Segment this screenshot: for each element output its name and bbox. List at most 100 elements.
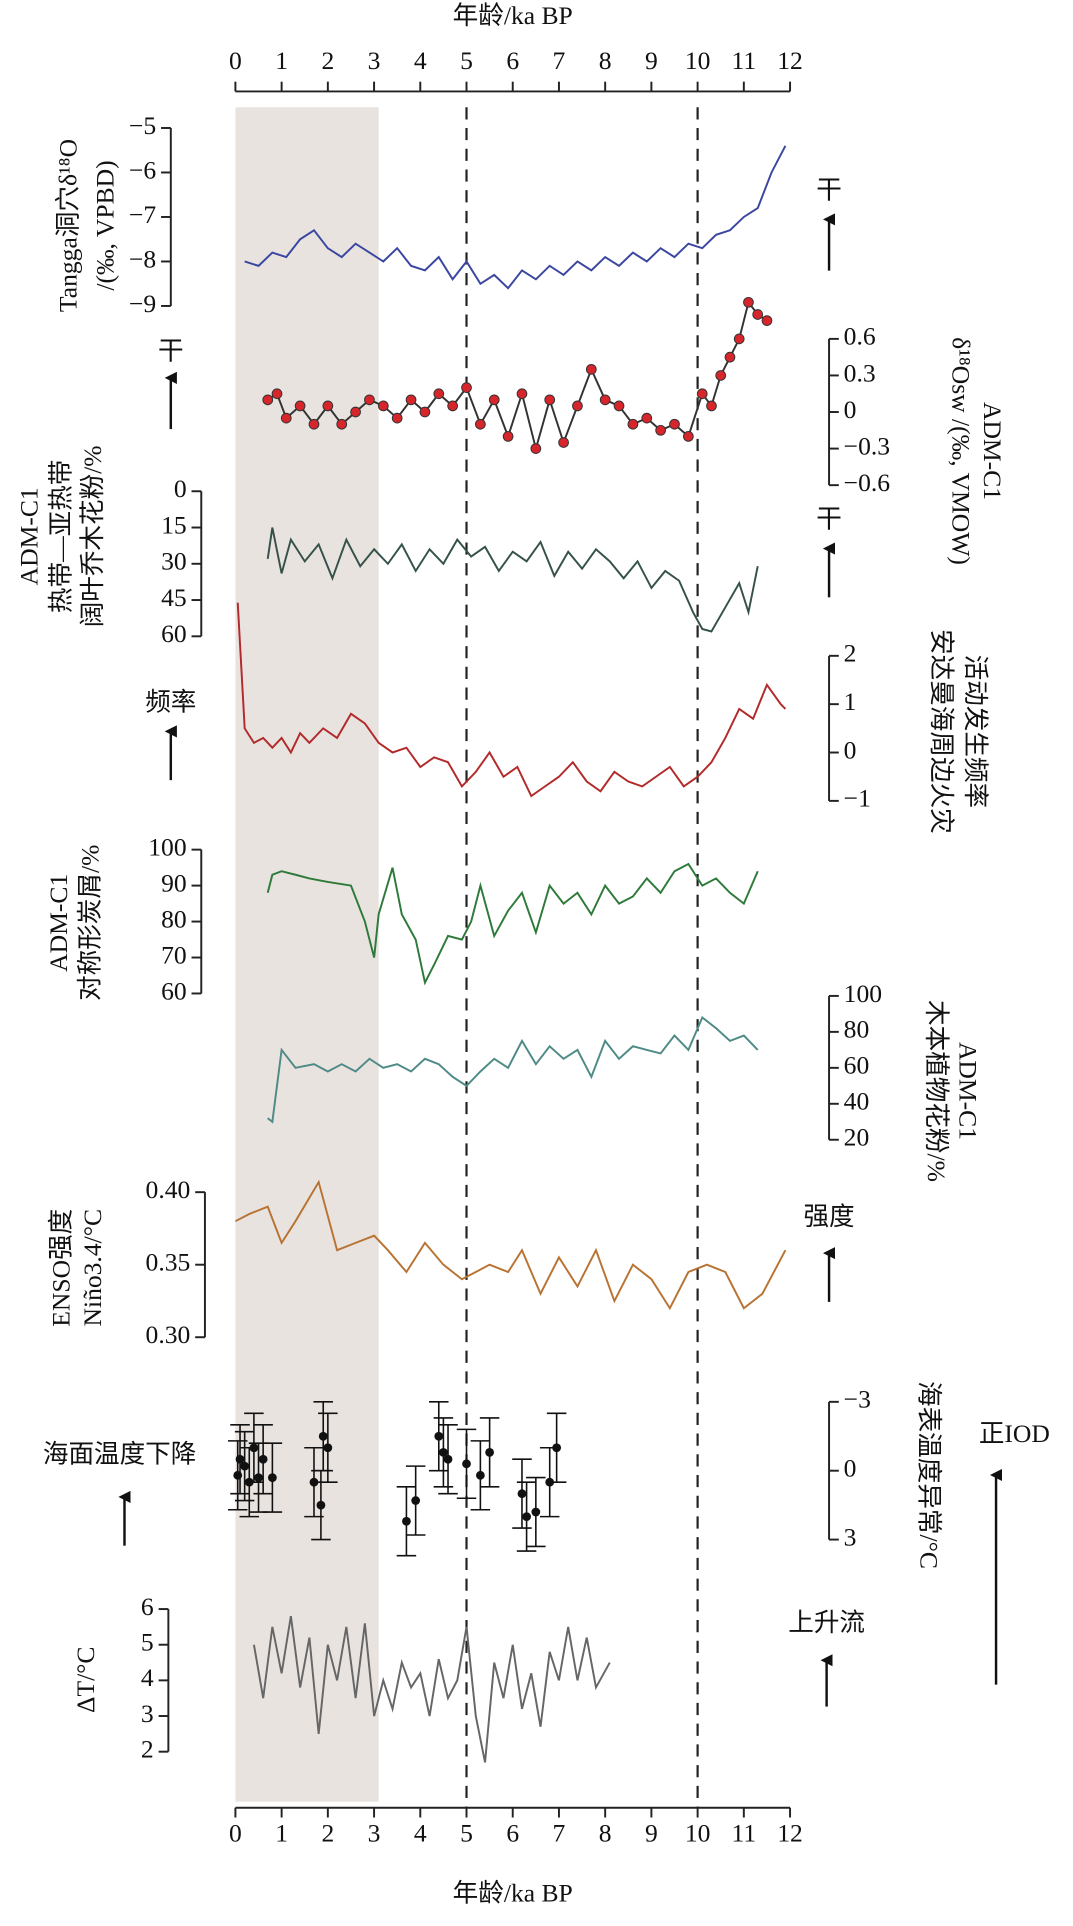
y-tick-label: −9	[129, 289, 156, 318]
y-tick-label: −3	[844, 1385, 871, 1414]
x-tick-label: 11	[732, 46, 757, 75]
y-tick-label: 90	[161, 868, 187, 897]
y-tick-label: 0	[844, 1454, 857, 1483]
y-tick-label: 0.40	[146, 1175, 191, 1204]
data-point	[599, 394, 611, 406]
y-axis-label: δ¹⁸Osw /(‰, VMOW)	[946, 337, 975, 565]
x-tick-label: 1	[275, 1819, 288, 1848]
annotation: 正IOD	[979, 1419, 1050, 1448]
data-point	[350, 406, 361, 418]
x-tick-label: 8	[599, 46, 612, 75]
data-point	[419, 406, 431, 418]
data-point	[669, 418, 680, 430]
y-tick-label: 60	[844, 1051, 870, 1080]
y-axis-label: /(‰, VPBD)	[90, 160, 119, 290]
annotation: 上升流	[788, 1608, 865, 1637]
y-tick-label: 70	[161, 940, 187, 969]
y-tick-label: 0.6	[844, 322, 876, 351]
data-point	[724, 351, 736, 363]
data-line	[252, 1615, 611, 1763]
data-point	[240, 1461, 250, 1471]
data-point	[316, 1500, 326, 1510]
data-point	[613, 400, 625, 412]
x-tick-label: 12	[777, 46, 803, 75]
data-point	[488, 394, 500, 406]
x-tick-label: 5	[460, 46, 473, 75]
data-point	[572, 400, 583, 412]
y-axis-label: ΔT/°C	[71, 1647, 100, 1713]
y-axis-label: 对称形炭屑/%	[76, 845, 105, 1001]
data-point	[309, 1477, 319, 1487]
y-axis-label: ENSO强度	[46, 1209, 75, 1327]
y-axis-label: Tangga洞穴δ¹⁸O	[54, 139, 83, 312]
data-point	[552, 1443, 562, 1453]
y-axis-label: 海表温度异常/°C	[915, 1381, 944, 1569]
data-line	[236, 602, 787, 798]
y-tick-label: 0	[174, 474, 187, 503]
data-point	[502, 431, 514, 442]
y-tick-label: 40	[844, 1087, 870, 1116]
x-tick-label: 7	[553, 46, 566, 75]
x-tick-label: 0	[229, 46, 242, 75]
x-tick-label: 0	[229, 1819, 242, 1848]
annotation: 干	[158, 336, 184, 365]
y-tick-label: 3	[844, 1522, 857, 1551]
data-point	[706, 400, 717, 412]
data-point	[627, 418, 639, 430]
data-line	[234, 1179, 787, 1311]
data-point	[585, 363, 597, 375]
data-point	[411, 1496, 421, 1505]
data-point	[294, 400, 306, 412]
x-tick-label: 8	[599, 1819, 612, 1848]
data-point	[733, 333, 745, 345]
data-point	[516, 388, 528, 400]
data-point	[323, 1443, 333, 1453]
data-point	[461, 382, 472, 394]
data-point	[271, 388, 283, 400]
y-tick-label: 80	[161, 904, 187, 933]
y-axis-label: ADM-C1	[44, 874, 73, 972]
y-tick-label: 100	[148, 833, 186, 862]
y-tick-label: 2	[141, 1735, 154, 1764]
data-point	[280, 412, 292, 424]
y-tick-label: 100	[844, 979, 882, 1008]
y-tick-label: −0.6	[844, 468, 891, 497]
y-tick-label: 0.3	[844, 358, 876, 387]
y-tick-label: −6	[129, 155, 156, 184]
x-axis-label: 年龄/ka BP	[453, 1, 573, 30]
data-point	[262, 394, 274, 406]
data-point	[655, 424, 666, 436]
data-line	[266, 527, 759, 633]
x-tick-label: 10	[685, 1819, 711, 1848]
x-tick-label: 10	[685, 46, 711, 75]
x-tick-label: 2	[321, 1819, 334, 1848]
y-axis-label: ADM-C1	[954, 1042, 983, 1140]
x-axis-label: 年龄/ka BP	[453, 1878, 573, 1907]
y-tick-label: −5	[129, 111, 156, 140]
y-tick-label: 0	[844, 395, 857, 424]
x-tick-label: 4	[414, 46, 427, 75]
data-line	[267, 300, 768, 453]
data-point	[405, 394, 417, 406]
data-point	[402, 1516, 411, 1526]
y-axis-label: 活动发生频率	[961, 655, 990, 808]
data-point	[743, 296, 754, 308]
data-point	[318, 1431, 328, 1441]
data-point	[517, 1489, 527, 1499]
data-point	[558, 437, 569, 448]
x-tick-label: 9	[645, 1819, 658, 1848]
data-point	[364, 394, 375, 406]
annotation: 干	[816, 175, 842, 204]
annotation: 海面温度下降	[43, 1440, 196, 1469]
y-tick-label: −1	[844, 784, 871, 813]
y-tick-label: −7	[129, 200, 156, 229]
y-tick-label: 80	[844, 1015, 870, 1044]
data-point	[530, 443, 542, 454]
data-point	[531, 1507, 541, 1517]
y-tick-label: −8	[129, 244, 156, 273]
data-point	[761, 315, 773, 326]
y-tick-label: −0.3	[844, 431, 890, 460]
y-axis-label: 阔叶乔木花粉/%	[78, 445, 107, 627]
data-point	[235, 1454, 245, 1464]
x-tick-label: 2	[321, 46, 334, 75]
